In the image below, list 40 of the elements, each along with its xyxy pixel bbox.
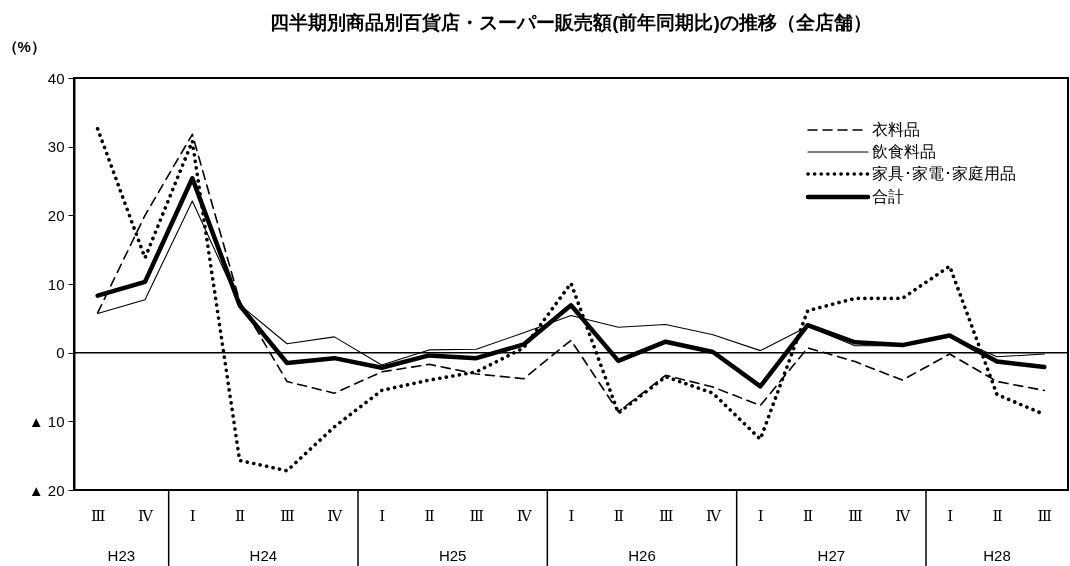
text: H28 bbox=[983, 547, 1011, 564]
legend-label: 家具･家電･家庭用品 bbox=[872, 165, 1016, 182]
x-tick-label: Ⅳ bbox=[895, 506, 912, 525]
x-tick-label: Ⅱ bbox=[992, 506, 1003, 525]
text: H23 bbox=[107, 547, 136, 564]
x-tick-label: Ⅰ bbox=[189, 506, 196, 525]
x-tick-label: Ⅲ bbox=[658, 506, 674, 525]
x-tick-label: Ⅰ bbox=[757, 506, 764, 525]
x-tick-label: Ⅱ bbox=[235, 506, 246, 525]
y-tick-label: 10 bbox=[47, 275, 65, 293]
y-axis-title: （%） bbox=[2, 37, 46, 55]
text: H26 bbox=[628, 547, 656, 564]
x-tick-label: Ⅲ bbox=[469, 506, 485, 525]
y-tick-label: ▲ 20 bbox=[28, 481, 65, 499]
chart-title: 四半期別商品別百貨店・スーパー販売額(前年同期比)の推移（全店舗） bbox=[270, 12, 872, 33]
x-tick-label: Ⅳ bbox=[138, 506, 154, 525]
text: H25 bbox=[438, 547, 467, 564]
y-tick-label: 40 bbox=[47, 69, 65, 87]
x-tick-label: Ⅲ bbox=[848, 506, 863, 525]
legend-label: 衣料品 bbox=[872, 121, 920, 138]
x-tick-label: Ⅱ bbox=[613, 506, 624, 525]
x-tick-label: Ⅱ bbox=[803, 506, 814, 525]
legend-label: 飲食料品 bbox=[872, 143, 936, 160]
x-tick-label: Ⅱ bbox=[424, 506, 435, 525]
x-tick-label: Ⅲ bbox=[280, 506, 295, 525]
x-tick-label: Ⅰ bbox=[947, 506, 954, 525]
x-tick-label: Ⅳ bbox=[516, 506, 533, 525]
legend-label: 合計 bbox=[872, 188, 904, 205]
x-tick-label: Ⅲ bbox=[1037, 506, 1053, 525]
x-tick-label: Ⅳ bbox=[706, 506, 722, 525]
text: H24 bbox=[249, 547, 278, 564]
x-tick-label: Ⅰ bbox=[379, 506, 386, 525]
text: H27 bbox=[817, 547, 846, 564]
x-tick-label: Ⅳ bbox=[327, 506, 344, 525]
x-tick-label: Ⅲ bbox=[90, 506, 106, 525]
y-tick-label: ▲ 10 bbox=[28, 412, 65, 430]
y-tick-label: 20 bbox=[47, 206, 65, 224]
y-tick-label: 0 bbox=[56, 344, 65, 362]
y-tick-label: 30 bbox=[47, 138, 65, 156]
x-tick-label: Ⅰ bbox=[568, 506, 575, 525]
